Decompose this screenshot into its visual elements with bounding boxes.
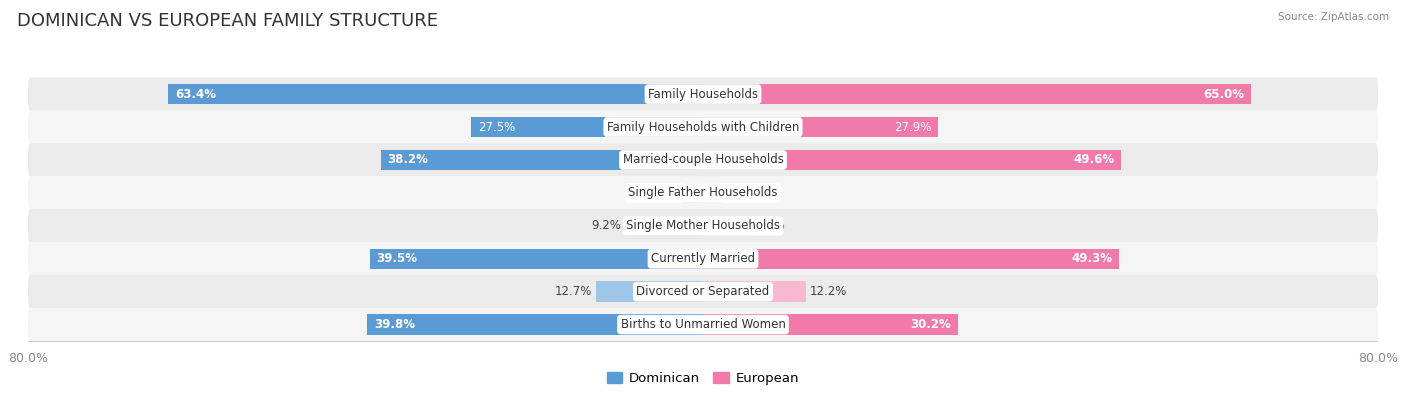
- Text: Married-couple Households: Married-couple Households: [623, 154, 783, 166]
- Text: Single Father Households: Single Father Households: [628, 186, 778, 199]
- Text: Family Households with Children: Family Households with Children: [607, 120, 799, 134]
- Text: 27.9%: 27.9%: [894, 120, 932, 134]
- Text: Source: ZipAtlas.com: Source: ZipAtlas.com: [1278, 12, 1389, 22]
- Bar: [703, 216, 751, 236]
- Bar: [169, 84, 703, 104]
- Bar: [703, 248, 1119, 269]
- Bar: [367, 314, 703, 335]
- Text: 9.2%: 9.2%: [592, 219, 621, 232]
- Text: 2.5%: 2.5%: [648, 186, 678, 199]
- Text: 2.3%: 2.3%: [727, 186, 756, 199]
- Text: Currently Married: Currently Married: [651, 252, 755, 265]
- Legend: Dominican, European: Dominican, European: [602, 367, 804, 391]
- Bar: [703, 117, 938, 137]
- FancyBboxPatch shape: [28, 275, 1378, 308]
- Bar: [471, 117, 703, 137]
- Bar: [703, 281, 806, 302]
- FancyBboxPatch shape: [28, 143, 1378, 177]
- Text: 49.6%: 49.6%: [1074, 154, 1115, 166]
- Bar: [381, 150, 703, 170]
- FancyBboxPatch shape: [28, 209, 1378, 243]
- Bar: [703, 314, 957, 335]
- FancyBboxPatch shape: [28, 77, 1378, 111]
- Text: 30.2%: 30.2%: [910, 318, 950, 331]
- Text: 65.0%: 65.0%: [1204, 88, 1244, 101]
- FancyBboxPatch shape: [28, 308, 1378, 341]
- FancyBboxPatch shape: [28, 242, 1378, 276]
- Text: 5.7%: 5.7%: [755, 219, 785, 232]
- Bar: [370, 248, 703, 269]
- FancyBboxPatch shape: [28, 110, 1378, 144]
- Text: DOMINICAN VS EUROPEAN FAMILY STRUCTURE: DOMINICAN VS EUROPEAN FAMILY STRUCTURE: [17, 12, 437, 30]
- FancyBboxPatch shape: [28, 176, 1378, 210]
- Text: 12.2%: 12.2%: [810, 285, 848, 298]
- Bar: [682, 182, 703, 203]
- Bar: [703, 182, 723, 203]
- Text: Births to Unmarried Women: Births to Unmarried Women: [620, 318, 786, 331]
- Text: 49.3%: 49.3%: [1071, 252, 1112, 265]
- Bar: [703, 150, 1122, 170]
- Text: 27.5%: 27.5%: [478, 120, 515, 134]
- Text: 39.5%: 39.5%: [377, 252, 418, 265]
- Text: 39.8%: 39.8%: [374, 318, 415, 331]
- Bar: [596, 281, 703, 302]
- Text: Single Mother Households: Single Mother Households: [626, 219, 780, 232]
- Bar: [626, 216, 703, 236]
- Text: Divorced or Separated: Divorced or Separated: [637, 285, 769, 298]
- Text: Family Households: Family Households: [648, 88, 758, 101]
- Text: 12.7%: 12.7%: [554, 285, 592, 298]
- Text: 63.4%: 63.4%: [174, 88, 217, 101]
- Text: 38.2%: 38.2%: [388, 154, 429, 166]
- Bar: [703, 84, 1251, 104]
